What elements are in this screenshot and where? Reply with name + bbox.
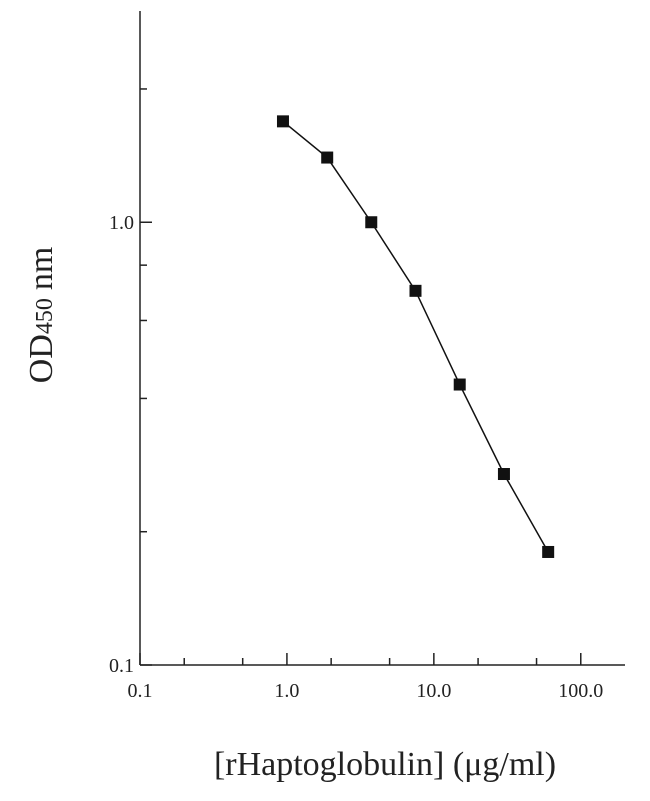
data-point (365, 216, 378, 229)
x-tick-label: 10.0 (416, 680, 451, 702)
x-tick-label: 0.1 (128, 680, 153, 702)
data-point (276, 115, 289, 128)
data-point (453, 378, 466, 391)
data-point (409, 284, 422, 297)
y-axis-title: OD450 nm (23, 247, 60, 384)
y-title-main: OD (23, 334, 60, 383)
y-title-unit: nm (23, 247, 60, 290)
y-tick-label: 0.1 (109, 655, 134, 677)
data-point (321, 151, 334, 164)
data-point (497, 468, 510, 481)
y-title-sub: 450 (32, 298, 58, 334)
x-axis-title: [rHaptoglobulin] (μg/ml) (214, 746, 556, 783)
x-tick-label: 1.0 (274, 680, 299, 702)
x-tick-label: 100.0 (558, 680, 603, 702)
y-tick-label: 1.0 (109, 212, 134, 234)
series-line (282, 120, 549, 553)
data-point (542, 545, 555, 558)
